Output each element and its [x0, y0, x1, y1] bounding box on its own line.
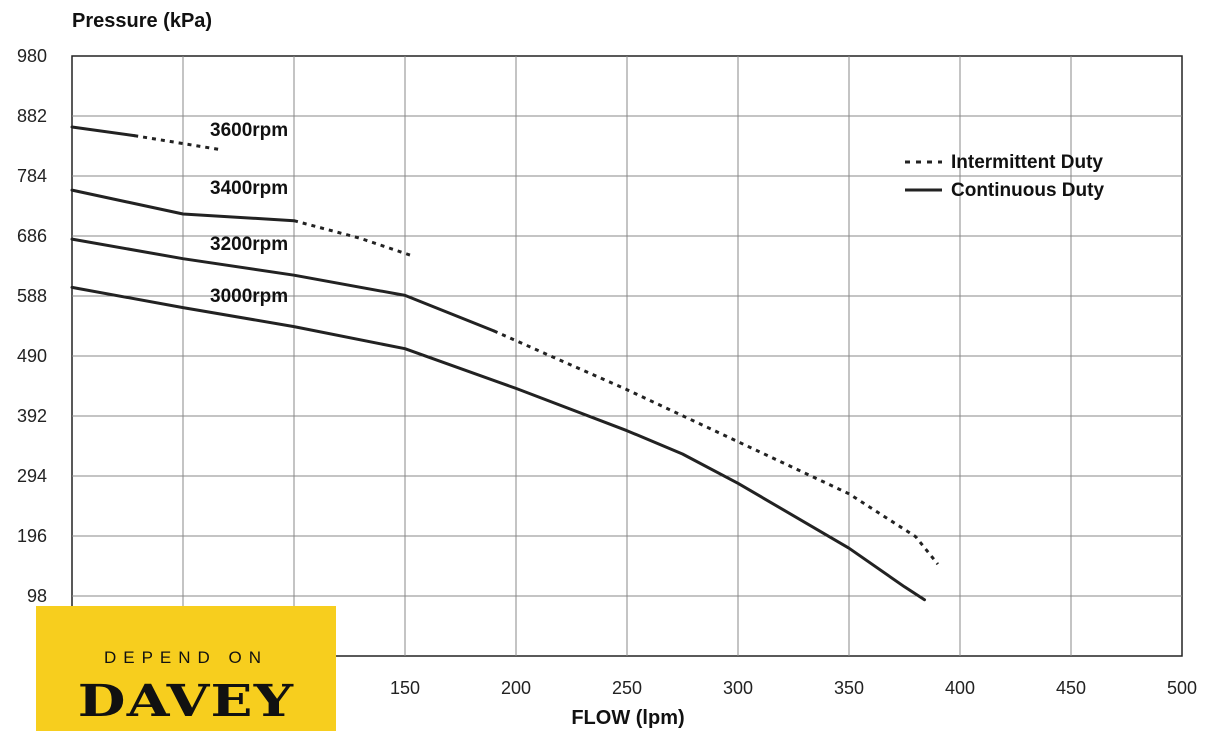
- y-tick-label: 980: [17, 46, 47, 66]
- x-tick-label: 150: [390, 678, 420, 698]
- rpm-label: 3600rpm: [210, 120, 288, 141]
- legend: Intermittent Duty Continuous Duty: [905, 152, 1104, 201]
- rpm-label: 3000rpm: [210, 286, 288, 307]
- series-lines: [70, 125, 939, 602]
- legend-label: Continuous Duty: [951, 180, 1104, 201]
- x-tick-label: 300: [723, 678, 753, 698]
- series-line-continuous: [70, 285, 926, 602]
- davey-logo: DEPEND ON DAVEY: [36, 606, 336, 731]
- y-tick-label: 882: [17, 106, 47, 126]
- y-tick-label: 686: [17, 226, 47, 246]
- series-line-intermittent: [133, 134, 221, 152]
- y-tick-label: 196: [17, 526, 47, 546]
- x-tick-label: 400: [945, 678, 975, 698]
- x-tick-label: 200: [501, 678, 531, 698]
- series-line-intermittent: [293, 219, 413, 258]
- x-tick-label: 500: [1167, 678, 1197, 698]
- grid-lines: [71, 55, 1183, 657]
- x-tick-label: 450: [1056, 678, 1086, 698]
- y-tick-label: 294: [17, 466, 47, 486]
- series-line-continuous: [70, 125, 136, 138]
- rpm-label: 3200rpm: [210, 234, 288, 255]
- x-tick-label: 250: [612, 678, 642, 698]
- y-tick-label: 784: [17, 166, 47, 186]
- y-tick-label: 98: [27, 586, 47, 606]
- x-axis-ticks: 150 200 250 300 350 400 450 500: [390, 678, 1197, 698]
- series-line-intermittent: [493, 329, 939, 566]
- y-tick-label: 588: [17, 286, 47, 306]
- y-tick-label: 490: [17, 346, 47, 366]
- legend-label: Intermittent Duty: [951, 152, 1103, 173]
- logo-tagline: DEPEND ON: [103, 648, 269, 667]
- series-line-continuous: [70, 188, 296, 223]
- x-tick-label: 350: [834, 678, 864, 698]
- rpm-label: 3400rpm: [210, 178, 288, 199]
- logo-brand: DAVEY: [77, 676, 295, 727]
- x-axis-title: FLOW (lpm): [571, 707, 684, 729]
- y-axis-title: Pressure (kPa): [72, 10, 212, 32]
- rpm-labels: 3600rpm 3400rpm 3200rpm 3000rpm: [210, 120, 288, 307]
- y-axis-ticks: 98 196 294 392 490 588 686 784 882 980: [17, 46, 47, 606]
- series-line-continuous: [70, 237, 496, 333]
- y-tick-label: 392: [17, 406, 47, 426]
